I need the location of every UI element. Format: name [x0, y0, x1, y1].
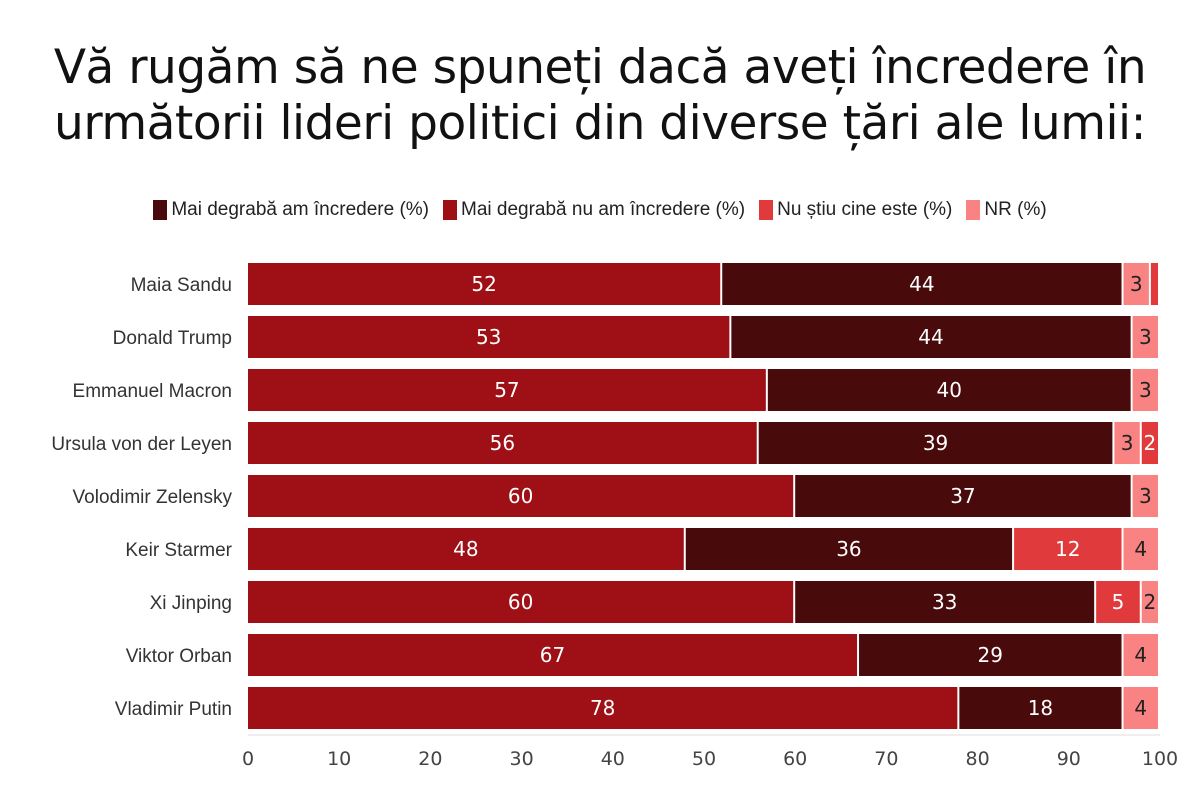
data-label: 3 — [1139, 325, 1152, 349]
legend-label: Nu știu cine este (%) — [777, 199, 953, 220]
data-label: 3 — [1130, 272, 1143, 296]
data-label: 3 — [1121, 431, 1134, 455]
category-label: Ursula von der Leyen — [51, 434, 232, 455]
data-label: 60 — [508, 484, 533, 508]
x-tick-label: 20 — [418, 748, 442, 770]
x-tick-label: 60 — [783, 748, 807, 770]
legend-swatch — [443, 200, 457, 220]
data-label: 40 — [937, 378, 962, 402]
data-label: 2 — [1144, 431, 1157, 455]
bar-segment — [248, 528, 684, 570]
category-label: Volodimir Zelensky — [73, 487, 233, 508]
category-label: Emmanuel Macron — [73, 381, 232, 402]
bar-segment — [758, 422, 1113, 464]
chart-title: Vă rugăm să ne spuneți dacă aveți încred… — [53, 40, 1147, 151]
data-label: 33 — [932, 590, 957, 614]
bar-segment — [767, 369, 1131, 411]
bar-segment — [795, 581, 1095, 623]
legend-label: NR (%) — [984, 199, 1047, 220]
data-label: 5 — [1112, 590, 1125, 614]
x-tick-label: 100 — [1142, 748, 1178, 770]
bar-segment — [248, 687, 958, 729]
data-label: 53 — [476, 325, 501, 349]
bar-segment — [1141, 581, 1158, 623]
category-label: Maia Sandu — [131, 275, 232, 296]
legend-swatch — [759, 200, 774, 220]
data-label: 44 — [909, 272, 934, 296]
x-tick-label: 80 — [966, 748, 990, 770]
bar-segment — [1132, 369, 1158, 411]
x-tick-label: 40 — [601, 748, 625, 770]
category-label: Vladimir Putin — [115, 699, 232, 720]
data-label: 44 — [918, 325, 943, 349]
bar-segment — [731, 316, 1131, 358]
data-label: 2 — [1144, 590, 1157, 614]
legend-swatch — [966, 200, 981, 220]
category-label: Donald Trump — [113, 328, 232, 349]
bar-segment — [1114, 422, 1140, 464]
legend-swatch — [153, 200, 168, 220]
bar-segment — [248, 369, 766, 411]
data-label: 3 — [1139, 378, 1152, 402]
x-tick-label: 10 — [327, 748, 351, 770]
data-label: 37 — [950, 484, 975, 508]
legend-item: NR (%) — [966, 199, 1047, 221]
category-label: Viktor Orban — [126, 646, 232, 667]
bar-segment — [722, 263, 1122, 305]
bar-segment — [248, 475, 794, 517]
category-label: Xi Jinping — [150, 593, 232, 614]
bar-segment — [1132, 316, 1158, 358]
data-label: 4 — [1134, 696, 1147, 720]
data-label: 3 — [1139, 484, 1152, 508]
legend-item: Nu știu cine este (%) — [759, 199, 952, 221]
legend: Mai degrabă am încredere (%) Mai degrabă … — [0, 199, 1200, 221]
x-tick-label: 50 — [692, 748, 716, 770]
data-label: 12 — [1055, 537, 1080, 561]
data-label: 56 — [490, 431, 515, 455]
x-tick-label: 90 — [1057, 748, 1081, 770]
bar-segment — [248, 422, 757, 464]
bar-segment — [1123, 687, 1158, 729]
category-label: Keir Starmer — [125, 540, 232, 561]
data-label: 29 — [978, 643, 1003, 667]
data-label: 4 — [1134, 643, 1147, 667]
bar-segment — [248, 634, 858, 676]
bar-segment — [248, 263, 721, 305]
x-tick-label: 70 — [874, 748, 898, 770]
bar-segment — [859, 634, 1122, 676]
x-tick-label: 30 — [510, 748, 534, 770]
bar-segment — [685, 528, 1013, 570]
bar-segment — [248, 581, 794, 623]
data-label: 36 — [836, 537, 861, 561]
bar-segment — [1123, 634, 1158, 676]
data-label: 78 — [590, 696, 615, 720]
bar-segment — [1150, 263, 1158, 305]
bar-segment — [795, 475, 1131, 517]
legend-item: Mai degrabă am încredere (%) — [153, 199, 429, 221]
bar-segment — [1123, 528, 1158, 570]
legend-label: Mai degrabă nu am încredere (%) — [461, 199, 746, 220]
bar-segment — [959, 687, 1122, 729]
data-label: 60 — [508, 590, 533, 614]
data-label: 67 — [540, 643, 565, 667]
bar-segment — [1014, 528, 1122, 570]
data-label: 4 — [1134, 537, 1147, 561]
legend-item: Mai degrabă nu am încredere (%) — [443, 199, 745, 221]
data-label: 39 — [923, 431, 948, 455]
data-label: 57 — [494, 378, 519, 402]
bar-segment — [1123, 263, 1149, 305]
data-label: 48 — [453, 537, 478, 561]
bar-segment — [1096, 581, 1140, 623]
bar-segment — [248, 316, 730, 358]
bar-segment — [1132, 475, 1158, 517]
data-label: 18 — [1028, 696, 1053, 720]
legend-label: Mai degrabă am încredere (%) — [171, 199, 429, 220]
x-tick-label: 0 — [242, 748, 254, 770]
bar-segment — [1141, 422, 1158, 464]
data-label: 52 — [471, 272, 496, 296]
